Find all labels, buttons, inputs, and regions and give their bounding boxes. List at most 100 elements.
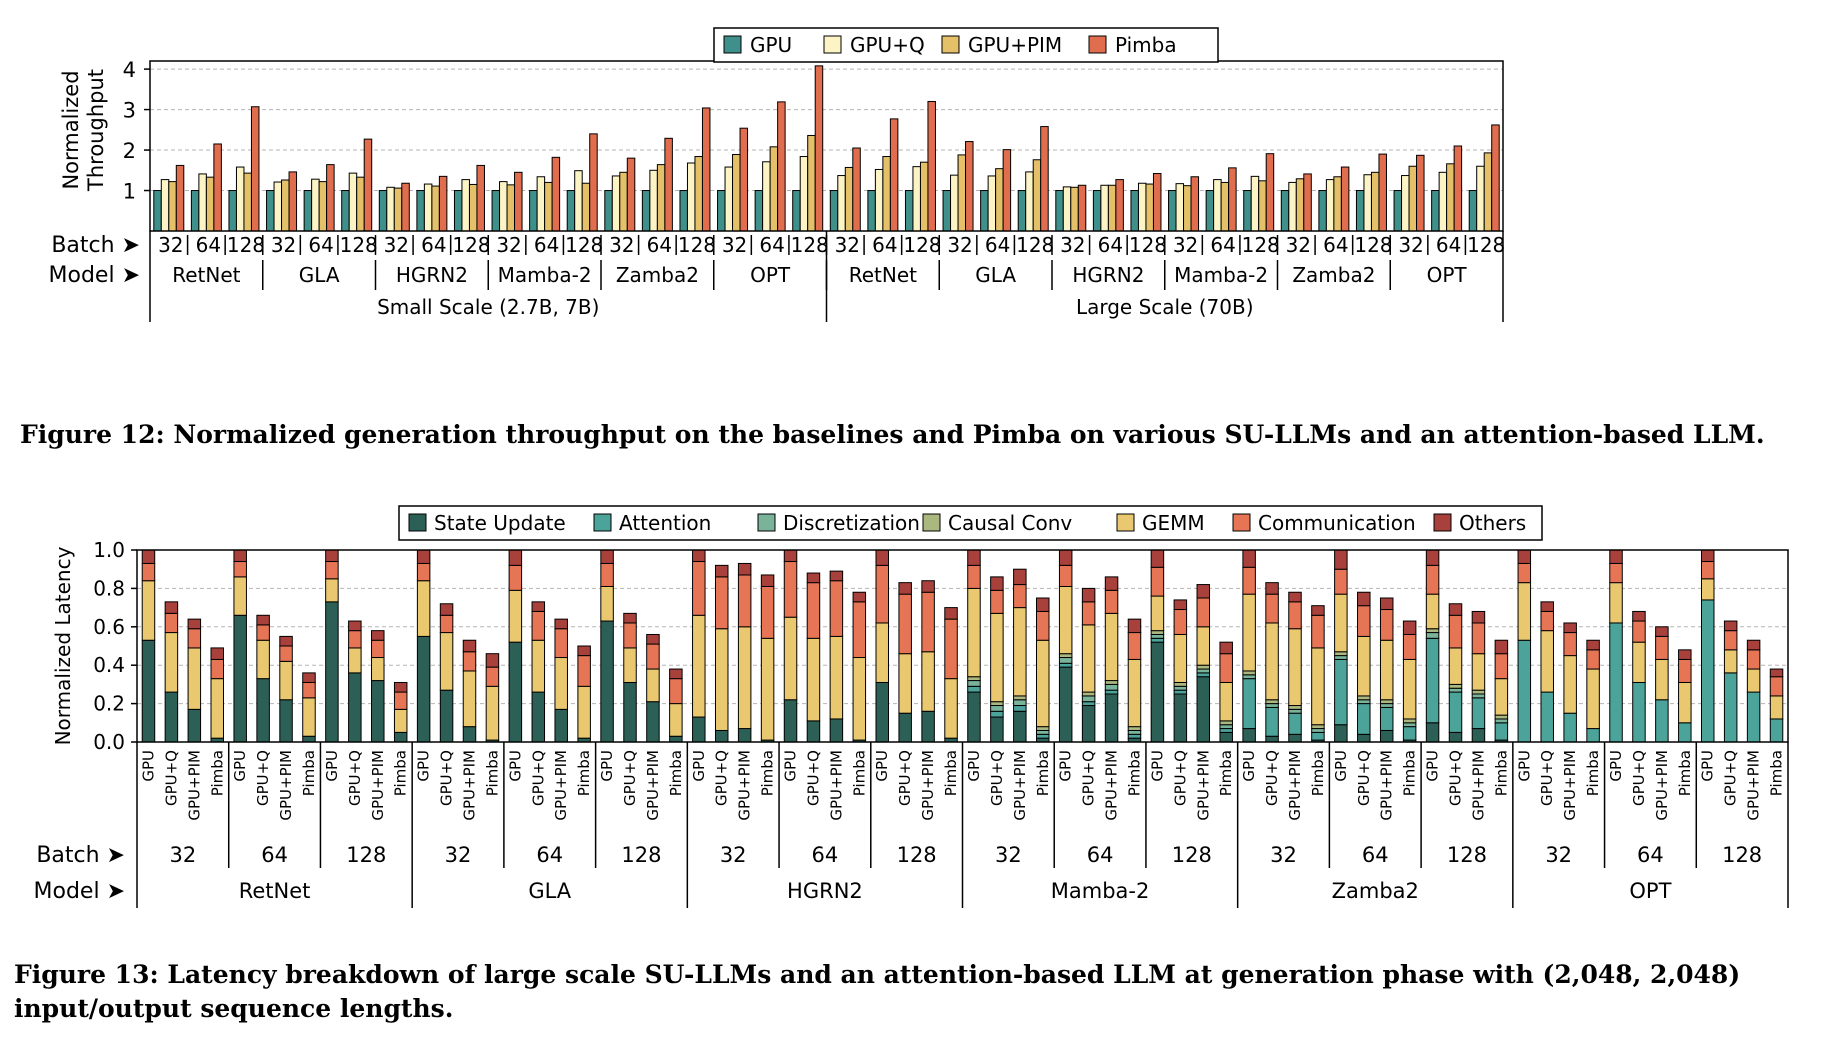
segment-communication <box>692 561 706 616</box>
bar-pimba <box>889 118 899 232</box>
config-tick-label: GPU+Q <box>1080 750 1098 806</box>
segment-state-update <box>921 710 935 743</box>
config-tick-label: Pimba <box>300 750 318 796</box>
config-tick-label: GPU+Q <box>621 750 639 806</box>
segment-communication <box>577 655 591 687</box>
segment-causal-conv <box>1379 699 1394 705</box>
bar-gpu-pim <box>318 181 328 232</box>
bar-gpu-pim <box>1483 152 1493 232</box>
segment-others <box>669 668 683 680</box>
bar-gpu-pim <box>1107 184 1117 232</box>
bar-pimba <box>438 175 448 232</box>
bar-gpu <box>1017 190 1027 232</box>
batch-tick-label: 128 <box>227 233 265 257</box>
config-tick-label: GPU+PIM <box>1469 750 1487 821</box>
segment-discretization <box>1448 687 1463 693</box>
bar-pimba <box>250 106 260 232</box>
config-tick-label: GPU <box>1057 750 1075 782</box>
bar-gpu <box>341 190 350 232</box>
legend: GPU GPU+Q GPU+PIM Pimba <box>713 27 1219 63</box>
segment-gemm <box>1769 695 1784 720</box>
config-tick-label: Pimba <box>942 750 960 796</box>
segment-causal-conv <box>1104 680 1119 685</box>
segment-state-update <box>508 641 523 743</box>
bar-pimba <box>739 127 749 232</box>
segment-others <box>393 681 408 693</box>
segment-gemm <box>462 670 477 728</box>
config-tick-label: GPU <box>1699 750 1717 782</box>
batch-tick-label: 128 <box>621 843 661 867</box>
legend-label: Communication <box>1258 511 1416 535</box>
segment-communication <box>921 591 935 653</box>
bar-gpu <box>1280 190 1290 232</box>
segment-state-update <box>829 718 844 743</box>
batch-tick-label: 128 <box>1016 233 1054 257</box>
segment-gemm <box>508 589 523 643</box>
segment-others <box>806 572 821 584</box>
bar-gpu <box>1355 190 1365 232</box>
segment-gemm <box>1196 626 1211 666</box>
segment-discretization <box>1173 685 1188 691</box>
config-tick-label: GPU+Q <box>1263 750 1281 806</box>
batch-tick-label: 128 <box>903 233 941 257</box>
bar-pimba <box>927 100 936 232</box>
config-tick-label: GPU+Q <box>1538 750 1556 806</box>
bar-gpu-q <box>1288 181 1297 232</box>
bar-gpu <box>717 190 726 232</box>
legend-label: Pimba <box>1115 33 1177 57</box>
bar-gpu-pim <box>431 185 440 232</box>
segment-discretization <box>1058 657 1073 664</box>
batch-tick-label: 64 <box>308 233 333 257</box>
segment-attention <box>1311 731 1325 741</box>
segment-others <box>1379 597 1394 611</box>
segment-discretization <box>1104 683 1119 691</box>
segment-state-update <box>302 735 316 743</box>
segment-others <box>577 645 591 657</box>
batch-tick-label: 64 <box>1362 843 1389 867</box>
segment-attention <box>1013 705 1027 712</box>
model-label: RetNet <box>172 263 240 287</box>
legend-box <box>713 27 1219 63</box>
bar-gpu <box>1243 190 1252 232</box>
bar-gpu <box>1393 190 1403 232</box>
segment-communication <box>325 561 339 580</box>
segment-gemm <box>302 697 316 737</box>
segment-attention <box>1563 712 1577 743</box>
config-tick-label: Pimba <box>1676 750 1694 796</box>
segment-state-update <box>1196 676 1211 743</box>
config-tick-label: GPU <box>965 750 983 782</box>
legend-swatch <box>1088 35 1107 54</box>
segment-state-update <box>1379 729 1394 743</box>
segment-communication <box>508 564 523 591</box>
segment-gemm <box>646 668 660 703</box>
segment-attention <box>1540 691 1554 743</box>
bar-gpu-q <box>423 183 433 232</box>
segment-communication <box>669 678 683 705</box>
batch-tick-label: 32 <box>384 233 409 257</box>
bar-gpu-q <box>950 174 959 232</box>
config-tick-label: GPU+PIM <box>1745 750 1763 821</box>
segment-others <box>944 607 958 620</box>
bar-gpu <box>416 190 425 232</box>
segment-attention <box>1448 691 1463 733</box>
segment-gemm <box>1700 578 1715 601</box>
segment-attention <box>1196 672 1211 678</box>
segment-state-update <box>416 635 431 743</box>
config-tick-label: GPU <box>506 750 524 782</box>
model-label: HGRN2 <box>396 263 468 287</box>
segment-others <box>1769 668 1784 678</box>
segment-attention <box>1471 697 1486 730</box>
y-tick-label: 0.4 <box>93 653 125 677</box>
bar-gpu <box>303 190 313 232</box>
segment-attention <box>1265 706 1279 737</box>
segment-state-update <box>187 708 202 743</box>
segment-attention <box>1104 689 1119 695</box>
segment-others <box>1013 568 1027 586</box>
segment-gemm <box>1036 639 1050 728</box>
segment-state-update <box>669 735 683 743</box>
segment-causal-conv <box>1058 653 1073 659</box>
batch-tick-label: 64 <box>812 843 839 867</box>
bar-gpu-pim <box>393 187 403 232</box>
config-tick-label: GPU+PIM <box>277 750 295 821</box>
